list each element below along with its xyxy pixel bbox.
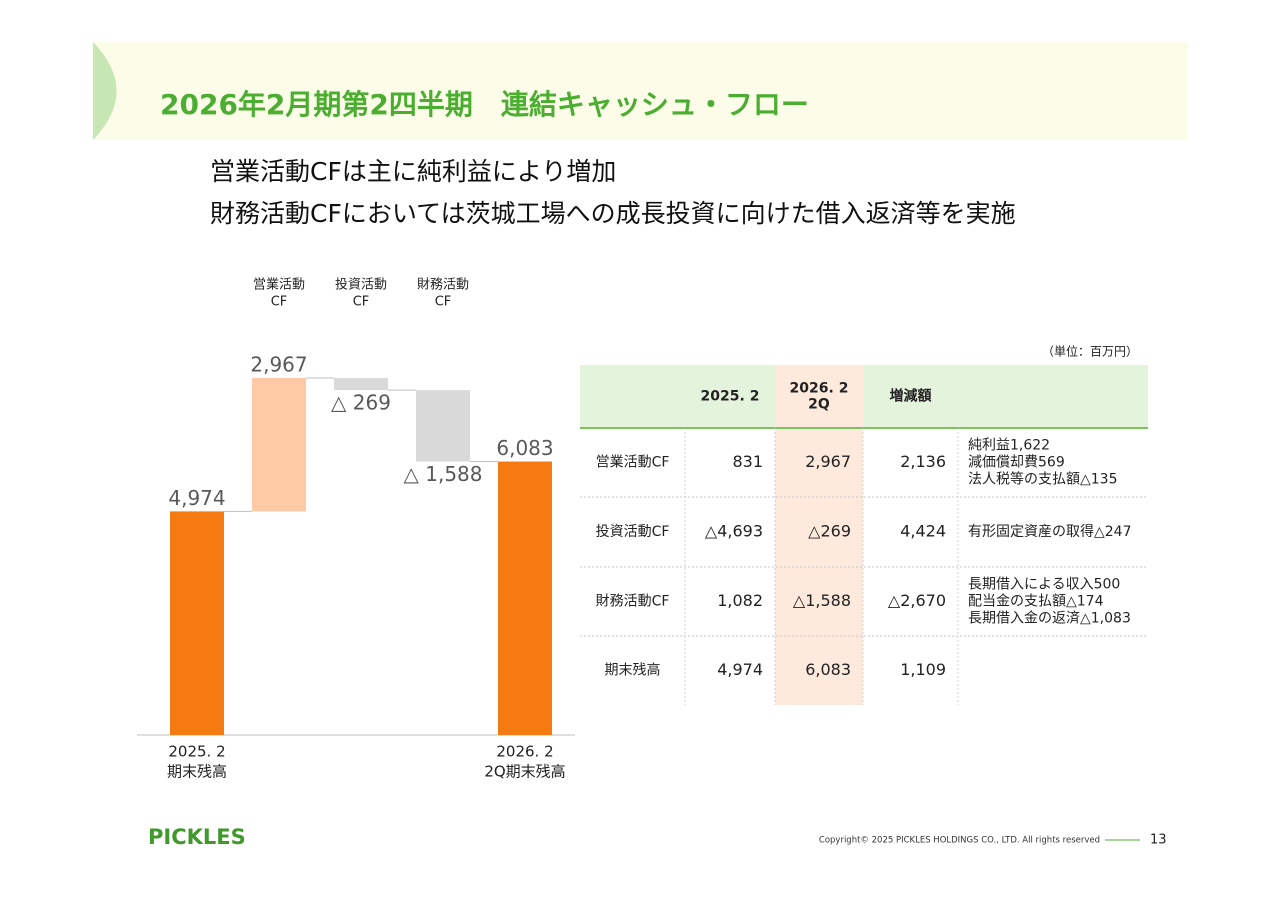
summary-line: 営業活動CFは主に純利益により増加: [210, 157, 616, 186]
row-note: 純利益1,622: [968, 438, 1050, 454]
column-header: 増減額: [890, 388, 932, 405]
value-label: 4,974: [168, 486, 225, 510]
category-label: 財務活動: [417, 278, 469, 293]
table-cell: 1,082: [717, 591, 763, 610]
column-header: 2Q: [808, 397, 830, 413]
row-note: 長期借入による収入500: [968, 577, 1120, 593]
category-label: 2025. 2: [168, 743, 225, 761]
unit-label: （単位：百万円）: [1042, 344, 1138, 359]
page-number: 13: [1150, 833, 1167, 848]
table-cell: 1,109: [900, 660, 946, 679]
table-cell: △4,693: [705, 522, 763, 541]
table-cell: 831: [732, 452, 763, 471]
category-label: CF: [435, 295, 452, 310]
row-label: 期末残高: [605, 662, 661, 679]
copyright: Copyright© 2025 PICKLES HOLDINGS CO., LT…: [819, 836, 1100, 846]
category-label: 投資活動: [335, 277, 387, 293]
bar: [252, 378, 306, 512]
table-cell: 2,136: [900, 452, 946, 471]
table-cell: △2,670: [888, 591, 946, 610]
row-note: 有形固定資産の取得△247: [968, 523, 1132, 540]
category-label: 期末残高: [167, 763, 227, 781]
row-label: 財務活動CF: [596, 594, 670, 610]
table-cell: 2,967: [805, 452, 851, 471]
table-cell: △269: [808, 522, 851, 541]
slide-title: 2026年2月期第2四半期 連結キャッシュ・フロー: [160, 88, 809, 121]
summary-line: 財務活動CFにおいては茨城工場への成長投資に向けた借入返済等を実施: [210, 199, 1016, 228]
row-note: 法人税等の支払額△135: [968, 471, 1118, 488]
bar: [334, 378, 388, 391]
row-label: 投資活動CF: [596, 524, 670, 540]
value-label: △ 269: [331, 391, 391, 415]
value-label: 2,967: [250, 353, 307, 377]
bar: [498, 461, 552, 735]
bar: [170, 511, 224, 735]
logo: PICKLES: [148, 825, 246, 849]
column-header: 2026. 2: [790, 381, 849, 397]
table-header-bg: [580, 365, 1148, 428]
category-label: 営業活動: [253, 277, 305, 293]
value-label: 6,083: [496, 436, 553, 460]
category-label: CF: [271, 295, 288, 310]
row-note: 配当金の支払額△174: [968, 594, 1104, 610]
row-note: 長期借入金の返済△1,083: [968, 611, 1131, 627]
category-label: 2Q期末残高: [484, 763, 565, 781]
table-cell: △1,588: [793, 591, 851, 610]
table-cell: 6,083: [805, 660, 851, 679]
category-label: CF: [353, 295, 370, 310]
bar: [416, 390, 470, 462]
value-label: △ 1,588: [404, 462, 483, 486]
header-band: [93, 42, 1187, 140]
header-accent: [93, 42, 117, 140]
row-note: 減価償却費569: [968, 454, 1065, 471]
column-header: 2025. 2: [701, 389, 760, 405]
highlight-column: [775, 365, 863, 705]
table-cell: 4,974: [717, 660, 763, 679]
row-label: 営業活動CF: [596, 455, 670, 471]
table-cell: 4,424: [900, 522, 946, 541]
category-label: 2026. 2: [496, 743, 553, 761]
